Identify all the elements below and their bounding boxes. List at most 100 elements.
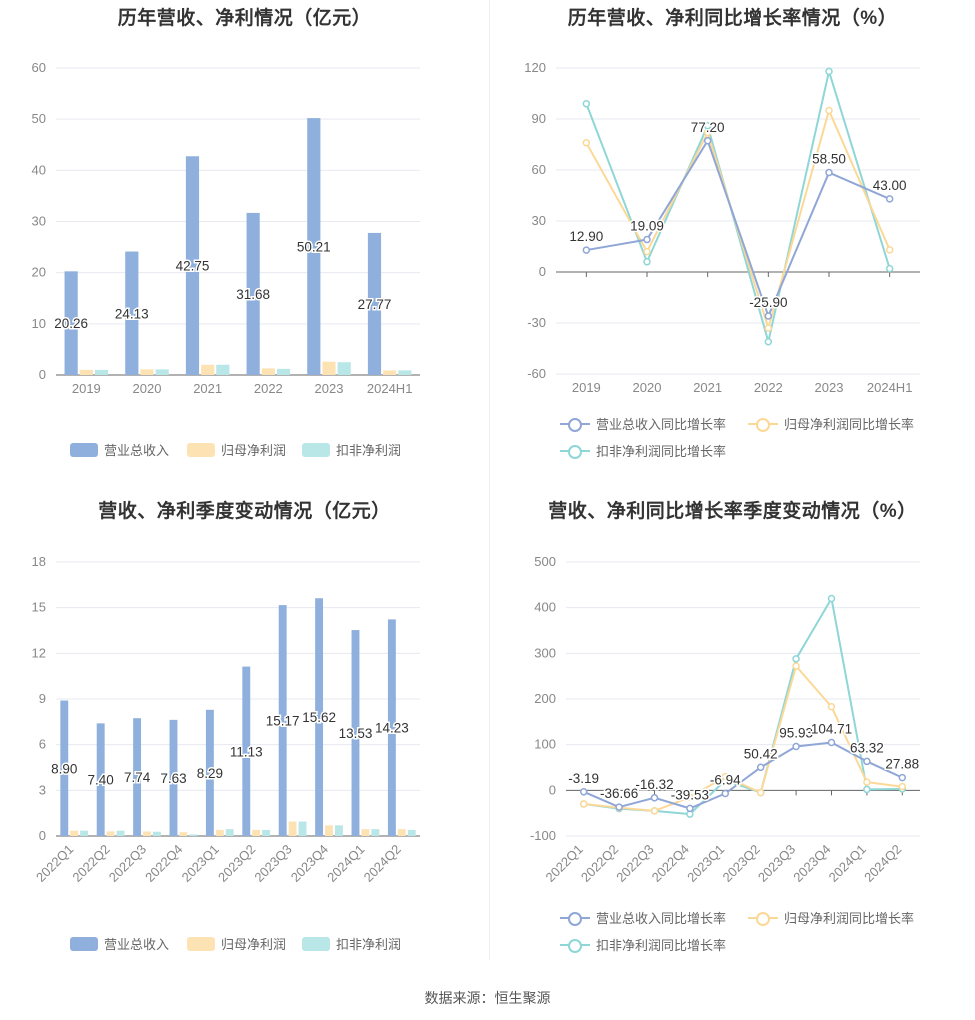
- x-tick-label: 2022: [754, 380, 783, 395]
- series-point: [703, 137, 712, 145]
- legend-label: 归母净利润同比增长率: [784, 911, 915, 926]
- series-point: [756, 788, 765, 797]
- bar-parent-net-profit: [70, 830, 79, 836]
- legend-label: 扣非净利润同比增长率: [596, 444, 727, 459]
- data-label: 27.88: [885, 757, 919, 772]
- bar-revenue: [185, 156, 200, 375]
- legend-item[interactable]: 归母净利润: [187, 934, 286, 953]
- x-tick-label: 2024H1: [867, 380, 913, 395]
- annual-values-plot: 0 10 20 30 40 50 60 2019 2020 2021 2022 2023 2024H1 2…: [32, 60, 420, 396]
- y-tick-label: 0: [39, 828, 46, 843]
- data-label: -16.32: [635, 777, 673, 792]
- x-tick-label: 2023Q2: [215, 842, 258, 885]
- y-tick-label: 0: [539, 264, 546, 279]
- series-point: [582, 246, 591, 254]
- x-tick-label: 2023: [315, 381, 344, 396]
- chart-title: 历年营收、净利同比增长率情况（%）: [567, 8, 898, 29]
- data-label: 63.32: [850, 740, 884, 755]
- bar-parent-net-profit: [252, 829, 261, 836]
- legend-item[interactable]: 营业总收入同比增长率: [560, 414, 726, 433]
- data-label: 42.75: [176, 259, 210, 274]
- legend-label: 归母净利润: [221, 937, 287, 952]
- legend-label: 营业总收入同比增长率: [596, 417, 727, 432]
- bar-revenue: [367, 232, 382, 375]
- data-label: 14.23: [375, 721, 409, 736]
- bar-revenue: [169, 719, 178, 836]
- series-point: [885, 195, 894, 203]
- legend-item[interactable]: 归母净利润: [187, 440, 286, 459]
- chart-title: 营收、净利同比增长率季度变动情况（%）: [548, 501, 917, 522]
- y-tick-label: 50: [32, 111, 46, 126]
- series-point: [579, 788, 588, 796]
- data-label: -25.90: [749, 295, 787, 310]
- data-label: 50.42: [744, 746, 778, 761]
- bar-deducted-net-profit: [371, 829, 380, 836]
- series-line-2: [583, 595, 903, 816]
- bar-revenue: [133, 718, 142, 836]
- data-label: 7.74: [124, 770, 151, 785]
- chart-title: 历年营收、净利情况（亿元）: [117, 8, 372, 29]
- bar-parent-net-profit: [322, 361, 336, 375]
- legend-item[interactable]: 扣非净利润: [302, 440, 401, 459]
- x-tick-label: 2024Q2: [361, 842, 404, 885]
- y-tick-label: 400: [534, 600, 556, 615]
- bar-revenue: [242, 666, 251, 836]
- bar-deducted-net-profit: [225, 829, 234, 836]
- legend-item[interactable]: 扣非净利润同比增长率: [560, 441, 726, 460]
- data-label: 95.93: [779, 726, 813, 741]
- bar-deducted-net-profit: [262, 829, 271, 836]
- series-line-0: [583, 741, 903, 810]
- legend-item[interactable]: 归母净利润同比增长率: [748, 908, 914, 927]
- x-tick-label: 2022Q1: [33, 842, 76, 885]
- data-label: 58.50: [812, 152, 846, 167]
- x-tick-label: 2022Q3: [613, 842, 656, 885]
- bar-deducted-net-profit: [334, 825, 343, 836]
- x-tick-label: 2020: [633, 380, 662, 395]
- legend-item[interactable]: 营业总收入: [70, 934, 169, 953]
- bar-revenue: [205, 709, 214, 836]
- legend-swatch: [560, 911, 590, 926]
- y-tick-label: -60: [527, 366, 546, 381]
- series-point: [898, 782, 907, 791]
- data-label: 7.63: [160, 771, 186, 786]
- bar-deducted-net-profit: [155, 369, 169, 375]
- legend-label: 营业总收入: [104, 937, 170, 952]
- y-tick-label: 0: [39, 367, 46, 382]
- y-tick-label: 90: [532, 111, 546, 126]
- legend-item[interactable]: 扣非净利润同比增长率: [560, 935, 726, 954]
- bar-deducted-net-profit: [407, 829, 416, 836]
- series-line-1: [583, 664, 903, 812]
- y-tick-label: 18: [32, 554, 46, 569]
- y-tick-label: 500: [534, 554, 556, 569]
- series-point: [863, 785, 871, 794]
- annual-growth-chart: 历年营收、净利同比增长率情况（%） -60 -30 0 30 60 90 120 2019 20…: [490, 0, 975, 470]
- x-tick-label: 2022Q1: [543, 842, 586, 885]
- data-label: -39.53: [671, 787, 709, 802]
- x-tick-label: 2022: [254, 381, 283, 396]
- bar-revenue: [315, 598, 324, 836]
- series-point: [764, 312, 773, 320]
- data-label: 8.90: [51, 761, 77, 776]
- x-tick-label: 2024H1: [367, 381, 413, 396]
- series-point: [825, 106, 833, 115]
- y-tick-label: 120: [524, 60, 546, 75]
- legend-item[interactable]: 营业总收入: [70, 440, 169, 459]
- legend-item[interactable]: 归母净利润同比增长率: [748, 414, 914, 433]
- legend-swatch: [187, 936, 215, 951]
- x-tick-label: 2024Q1: [826, 842, 869, 885]
- y-tick-label: -30: [527, 315, 546, 330]
- legend-item[interactable]: 营业总收入同比增长率: [560, 908, 726, 927]
- bar-revenue: [60, 700, 69, 836]
- bar-revenue: [278, 605, 287, 836]
- series-point: [703, 128, 712, 137]
- legend-label: 营业总收入同比增长率: [596, 911, 727, 926]
- legend-item[interactable]: 扣非净利润: [302, 934, 401, 953]
- bar-parent-net-profit: [140, 369, 154, 375]
- x-tick-label: 2021: [693, 380, 722, 395]
- legend-swatch: [70, 442, 98, 457]
- series-point: [721, 789, 730, 798]
- x-tick-label: 2023: [815, 380, 844, 395]
- data-label: 50.21: [297, 240, 331, 255]
- series-point: [756, 763, 765, 772]
- series-point: [703, 122, 712, 130]
